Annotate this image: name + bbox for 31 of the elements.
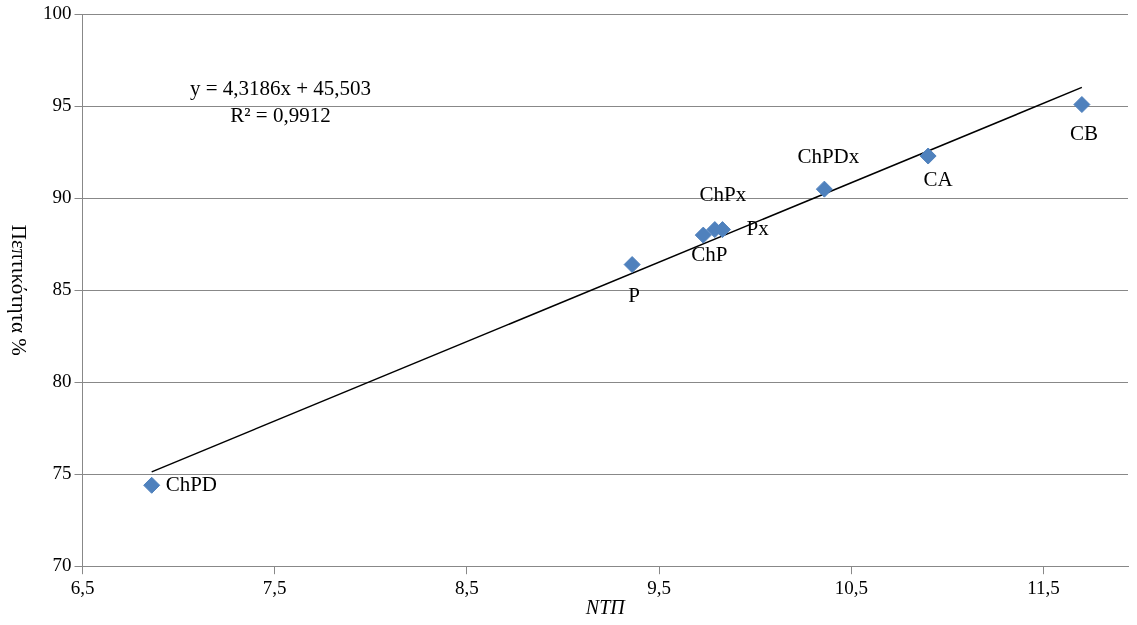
x-tick-label: 7,5 <box>262 576 287 598</box>
x-tick-label: 10,5 <box>834 576 868 598</box>
point <box>143 476 161 494</box>
y-tick-label: 90 <box>52 186 72 208</box>
data-label: P <box>628 283 640 308</box>
y-tick-label: 85 <box>52 278 72 300</box>
data-label: ChPx <box>699 182 747 207</box>
point <box>1073 96 1091 114</box>
x-tick-label: 6,5 <box>70 576 95 598</box>
x-tick-label: 9,5 <box>647 576 671 598</box>
y-axis-title: Πεπτικότητα % <box>7 224 32 356</box>
point <box>694 226 712 244</box>
data-label: ChPDx <box>797 143 860 168</box>
y-tick-label: 75 <box>52 462 72 484</box>
annotation: R² = 0,9912 <box>230 102 331 127</box>
data-label: ChP <box>691 241 728 266</box>
y-tick-label: 100 <box>43 2 72 24</box>
x-tick-label: 11,5 <box>1027 576 1060 598</box>
data-label: Px <box>746 216 770 241</box>
y-tick-label: 80 <box>52 370 72 392</box>
annotation: y = 4,3186x + 45,503 <box>189 75 372 100</box>
y-tick-label: 95 <box>52 94 72 116</box>
data-label: ChPD <box>165 471 218 496</box>
x-axis-title: NTΠ <box>584 596 627 619</box>
point <box>919 147 937 165</box>
point <box>623 256 641 274</box>
data-label: CB <box>1069 121 1098 146</box>
x-tick-label: 8,5 <box>455 576 479 598</box>
y-tick-label: 70 <box>52 554 72 576</box>
point <box>815 180 833 198</box>
data-label: CA <box>923 166 954 191</box>
